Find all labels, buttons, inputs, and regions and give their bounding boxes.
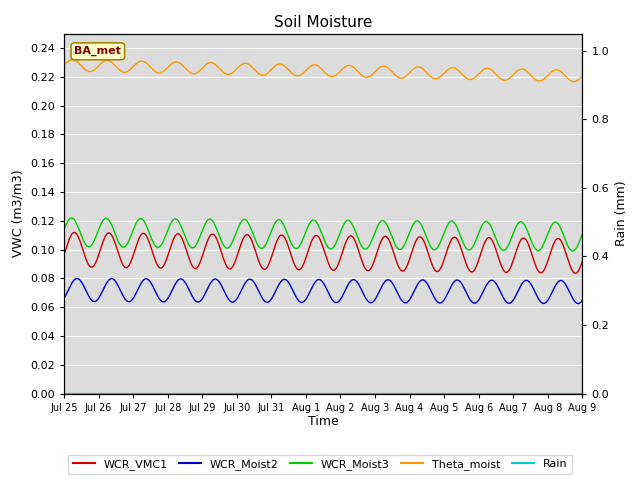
- Rain: [298, 391, 306, 396]
- Legend: WCR_VMC1, WCR_Moist2, WCR_Moist3, Theta_moist, Rain: WCR_VMC1, WCR_Moist2, WCR_Moist3, Theta_…: [68, 455, 572, 474]
- Rain: [468, 391, 476, 396]
- WCR_Moist3: [468, 244, 476, 250]
- WCR_Moist2: [468, 300, 476, 305]
- Theta_moist: [564, 75, 572, 81]
- WCR_Moist2: [564, 285, 572, 291]
- WCR_Moist3: [299, 237, 307, 243]
- WCR_Moist3: [564, 242, 572, 248]
- Theta_moist: [579, 73, 586, 79]
- WCR_Moist3: [68, 215, 76, 221]
- WCR_VMC1: [468, 269, 476, 275]
- Line: Theta_moist: Theta_moist: [64, 60, 582, 82]
- WCR_Moist2: [579, 298, 586, 303]
- Y-axis label: VWC (m3/m3): VWC (m3/m3): [12, 170, 24, 257]
- WCR_Moist2: [575, 300, 582, 306]
- Theta_moist: [60, 62, 68, 68]
- WCR_Moist3: [579, 231, 586, 237]
- Theta_moist: [87, 69, 95, 74]
- WCR_VMC1: [87, 264, 95, 270]
- Rain: [86, 391, 94, 396]
- Title: Soil Moisture: Soil Moisture: [274, 15, 372, 30]
- WCR_Moist2: [73, 276, 81, 281]
- Rain: [60, 391, 68, 396]
- WCR_VMC1: [60, 252, 68, 258]
- WCR_Moist2: [563, 285, 571, 290]
- WCR_VMC1: [572, 270, 579, 276]
- WCR_VMC1: [70, 229, 78, 235]
- WCR_Moist2: [87, 296, 95, 302]
- Line: WCR_Moist3: WCR_Moist3: [64, 218, 582, 251]
- WCR_VMC1: [579, 258, 586, 264]
- Theta_moist: [468, 76, 476, 82]
- WCR_Moist2: [312, 278, 320, 284]
- Rain: [579, 391, 586, 396]
- Theta_moist: [68, 57, 76, 62]
- Y-axis label: Rain (mm): Rain (mm): [615, 181, 628, 246]
- Theta_moist: [563, 75, 571, 81]
- Line: WCR_Moist2: WCR_Moist2: [64, 278, 582, 303]
- Line: WCR_VMC1: WCR_VMC1: [64, 232, 582, 273]
- WCR_VMC1: [312, 233, 320, 239]
- WCR_Moist3: [563, 242, 571, 248]
- WCR_VMC1: [563, 255, 571, 261]
- X-axis label: Time: Time: [308, 415, 339, 429]
- Theta_moist: [570, 79, 578, 84]
- Theta_moist: [299, 71, 307, 76]
- Text: BA_met: BA_met: [74, 46, 121, 57]
- WCR_Moist2: [60, 295, 68, 301]
- Theta_moist: [312, 62, 320, 68]
- WCR_VMC1: [564, 256, 572, 262]
- Rain: [563, 391, 571, 396]
- Rain: [312, 391, 320, 396]
- Rain: [563, 391, 571, 396]
- WCR_Moist3: [60, 227, 68, 232]
- WCR_VMC1: [299, 264, 307, 269]
- WCR_Moist3: [569, 248, 577, 254]
- WCR_Moist3: [312, 219, 320, 225]
- WCR_Moist3: [87, 243, 95, 249]
- WCR_Moist2: [299, 300, 307, 305]
